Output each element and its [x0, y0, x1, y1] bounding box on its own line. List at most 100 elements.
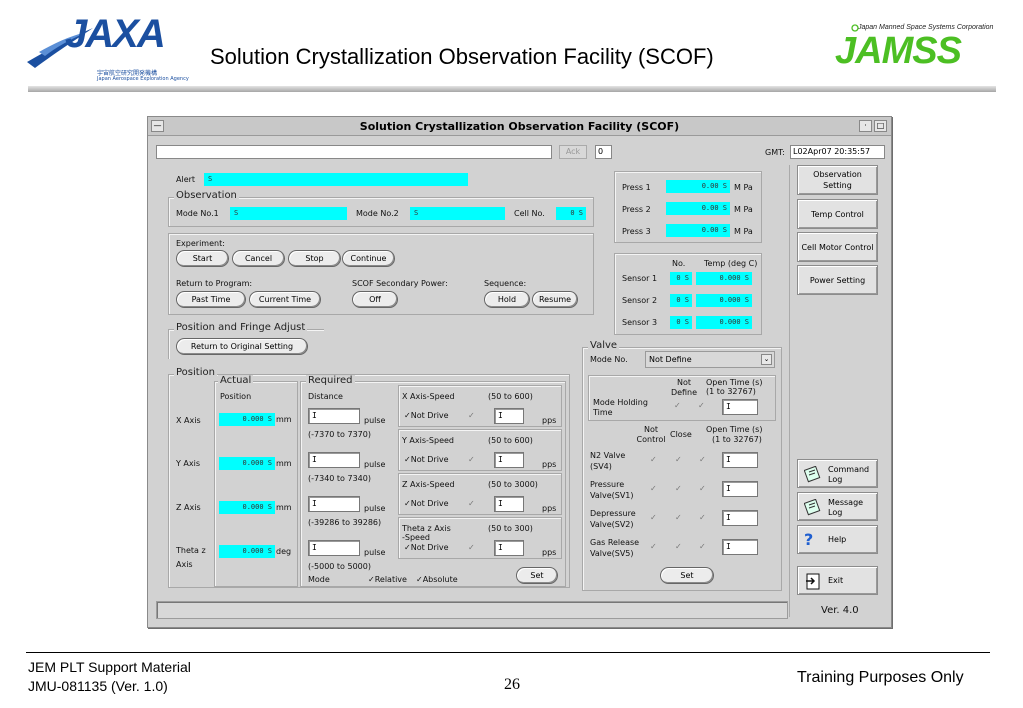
- valve4-check-3-icon[interactable]: ✓: [699, 542, 706, 551]
- valve1-check-1-icon[interactable]: ✓: [650, 455, 657, 464]
- chevron-down-icon[interactable]: ⌄: [761, 354, 772, 365]
- x-pulse-unit: pulse: [364, 416, 386, 425]
- valve2-check-3-icon[interactable]: ✓: [699, 484, 706, 493]
- y-distance-input[interactable]: I: [308, 452, 360, 468]
- continue-button[interactable]: Continue: [342, 250, 395, 267]
- return-original-button[interactable]: Return to Original Setting: [176, 338, 308, 355]
- open-time-range-1: (1 to 32767): [706, 387, 756, 396]
- required-group: [300, 381, 566, 587]
- help-button[interactable]: ? Help: [797, 525, 878, 554]
- valve3-check-1-icon[interactable]: ✓: [650, 513, 657, 522]
- resume-button[interactable]: Resume: [532, 291, 578, 308]
- past-time-button[interactable]: Past Time: [176, 291, 246, 308]
- theta-drive-option[interactable]: ✓Not Drive: [404, 543, 449, 552]
- temp-control-button[interactable]: Temp Control: [797, 199, 878, 229]
- y-speed-group: [398, 429, 562, 471]
- experiment-group: [168, 233, 594, 315]
- not-define-header: Not Define: [670, 378, 698, 397]
- theta-actual-field: 0.000 S: [219, 545, 275, 558]
- relative-option[interactable]: ✓Relative: [368, 575, 407, 584]
- mode-holding-label: Mode Holding Time: [593, 398, 648, 417]
- z-speed-input[interactable]: I: [494, 496, 524, 512]
- holding-time-input[interactable]: I: [722, 399, 758, 415]
- z-drive-check-icon[interactable]: ✓: [468, 499, 475, 508]
- off-button[interactable]: Off: [352, 291, 398, 308]
- sensor2-no: 0 S: [670, 294, 692, 307]
- observation-setting-button[interactable]: Observation Setting: [797, 165, 878, 195]
- valve3-check-2-icon[interactable]: ✓: [675, 513, 682, 522]
- start-button[interactable]: Start: [176, 250, 229, 267]
- x-axis-label: X Axis: [176, 416, 201, 425]
- valve2-time-input[interactable]: I: [722, 481, 758, 497]
- theta-range: (-5000 to 5000): [308, 562, 371, 571]
- x-distance-input[interactable]: I: [308, 408, 360, 424]
- exit-label: Exit: [828, 576, 844, 585]
- hold-button[interactable]: Hold: [484, 291, 530, 308]
- press2-label: Press 2: [622, 205, 651, 214]
- valve4-time-input[interactable]: I: [722, 539, 758, 555]
- valve3-time-input[interactable]: I: [722, 510, 758, 526]
- theta-drive-check-icon[interactable]: ✓: [468, 543, 475, 552]
- valve-group: [582, 347, 782, 591]
- window-titlebar[interactable]: — Solution Crystallization Observation F…: [148, 117, 891, 136]
- valve3-code: Valve(SV2): [590, 520, 634, 529]
- theta-speed-input[interactable]: I: [494, 540, 524, 556]
- valve4-code: Valve(SV5): [590, 549, 634, 558]
- cell-motor-control-button[interactable]: Cell Motor Control: [797, 232, 878, 262]
- y-pulse-unit: pulse: [364, 460, 386, 469]
- cancel-button[interactable]: Cancel: [232, 250, 285, 267]
- minimize-button[interactable]: ·: [859, 120, 872, 132]
- x-drive-check-icon[interactable]: ✓: [468, 411, 475, 420]
- window-menu-button[interactable]: —: [151, 120, 164, 132]
- maximize-button[interactable]: □: [874, 120, 887, 132]
- footer-material: JEM PLT Support Material: [28, 659, 191, 675]
- holding-check-1-icon[interactable]: ✓: [674, 401, 681, 410]
- theta-speed-label-2: -Speed: [402, 533, 430, 542]
- x-drive-option[interactable]: ✓Not Drive: [404, 411, 449, 420]
- ack-button[interactable]: Ack: [559, 145, 587, 159]
- jaxa-wordmark: JAXA: [65, 12, 166, 56]
- z-distance-input[interactable]: I: [308, 496, 360, 512]
- scof-window: — Solution Crystallization Observation F…: [147, 116, 892, 628]
- jamss-logo: JAMSS: [835, 30, 962, 72]
- valve1-code: (SV4): [590, 462, 612, 471]
- valve1-check-3-icon[interactable]: ✓: [699, 455, 706, 464]
- press3-field: 0.00 S: [666, 224, 730, 237]
- version-label: Ver. 4.0: [821, 605, 859, 616]
- gmt-label: GMT:: [765, 148, 785, 157]
- exit-button[interactable]: Exit: [797, 566, 878, 595]
- mode1-label: Mode No.1: [176, 209, 219, 218]
- observation-legend: Observation: [174, 190, 239, 201]
- holding-check-2-icon[interactable]: ✓: [698, 401, 705, 410]
- x-speed-input[interactable]: I: [494, 408, 524, 424]
- open-time-header-2: Open Time (s): [706, 425, 763, 434]
- valve1-check-2-icon[interactable]: ✓: [675, 455, 682, 464]
- position-set-button[interactable]: Set: [516, 567, 558, 584]
- actual-group: [214, 381, 298, 587]
- status-bar: [156, 601, 788, 619]
- valve-set-button[interactable]: Set: [660, 567, 714, 584]
- stop-button[interactable]: Stop: [288, 250, 341, 267]
- valve4-check-2-icon[interactable]: ✓: [675, 542, 682, 551]
- valve3-check-3-icon[interactable]: ✓: [699, 513, 706, 522]
- theta-distance-input[interactable]: I: [308, 540, 360, 556]
- fringe-legend: Position and Fringe Adjust: [174, 322, 308, 333]
- valve2-check-2-icon[interactable]: ✓: [675, 484, 682, 493]
- sensor3-no: 0 S: [670, 316, 692, 329]
- y-drive-option[interactable]: ✓Not Drive: [404, 455, 449, 464]
- current-time-button[interactable]: Current Time: [249, 291, 321, 308]
- y-drive-check-icon[interactable]: ✓: [468, 455, 475, 464]
- y-speed-input[interactable]: I: [494, 452, 524, 468]
- sensor-temp-header: Temp (deg C): [704, 259, 758, 268]
- valve1-time-input[interactable]: I: [722, 452, 758, 468]
- power-setting-button[interactable]: Power Setting: [797, 265, 878, 295]
- message-log-button[interactable]: Message Log: [797, 492, 878, 521]
- z-drive-option[interactable]: ✓Not Drive: [404, 499, 449, 508]
- valve2-check-1-icon[interactable]: ✓: [650, 484, 657, 493]
- x-speed-group: [398, 385, 562, 427]
- absolute-option[interactable]: ✓Absolute: [416, 575, 458, 584]
- question-mark-icon: ?: [804, 530, 814, 549]
- command-log-button[interactable]: Command Log: [797, 459, 878, 488]
- valve-mode-select[interactable]: Not Define ⌄: [645, 351, 775, 368]
- valve4-check-1-icon[interactable]: ✓: [650, 542, 657, 551]
